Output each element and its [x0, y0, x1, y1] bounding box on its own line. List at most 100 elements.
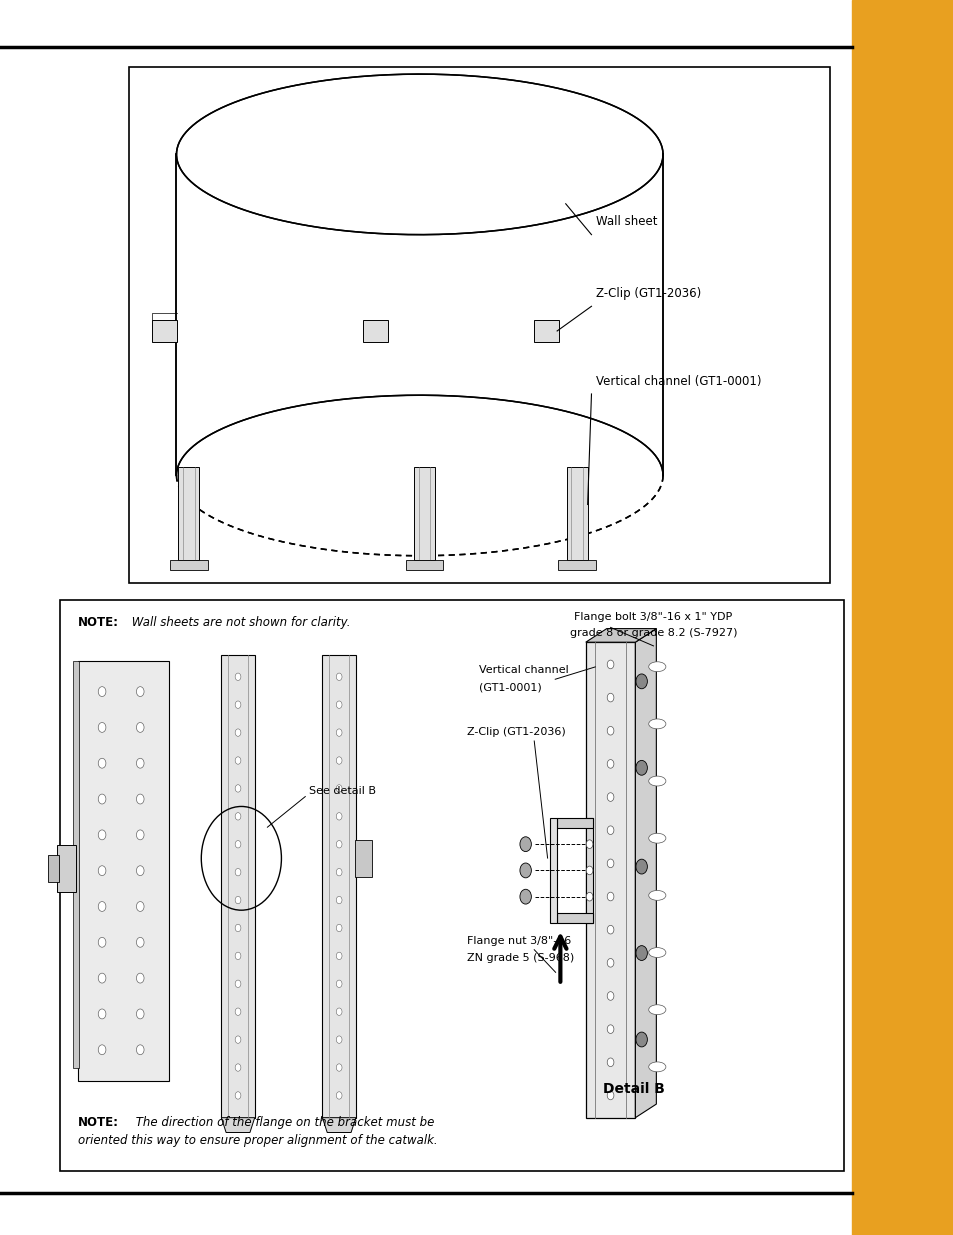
Circle shape — [136, 937, 144, 947]
Circle shape — [234, 897, 240, 904]
Circle shape — [606, 826, 614, 835]
Circle shape — [335, 1036, 342, 1044]
Circle shape — [98, 937, 106, 947]
Circle shape — [234, 981, 240, 988]
Bar — [48, 855, 59, 882]
Circle shape — [136, 830, 144, 840]
Circle shape — [234, 673, 240, 680]
Circle shape — [335, 784, 342, 792]
Circle shape — [585, 840, 593, 848]
Circle shape — [519, 837, 531, 852]
Circle shape — [606, 726, 614, 735]
Bar — [585, 642, 635, 1118]
Circle shape — [606, 693, 614, 701]
Circle shape — [606, 1058, 614, 1067]
Bar — [78, 661, 169, 1081]
Circle shape — [234, 841, 240, 848]
Text: NOTE:: NOTE: — [78, 1116, 119, 1129]
Ellipse shape — [648, 1062, 665, 1072]
Circle shape — [636, 674, 647, 689]
Text: Flange bolt 3/8"-16 x 1" YDP: Flange bolt 3/8"-16 x 1" YDP — [574, 613, 732, 622]
Circle shape — [98, 794, 106, 804]
Circle shape — [98, 902, 106, 911]
Bar — [57, 845, 76, 892]
Ellipse shape — [648, 947, 665, 957]
Bar — [851, 0, 953, 1235]
Ellipse shape — [648, 776, 665, 785]
Circle shape — [606, 1025, 614, 1034]
Polygon shape — [557, 913, 593, 923]
Text: Vertical channel (GT1-0001): Vertical channel (GT1-0001) — [596, 374, 760, 388]
Polygon shape — [585, 818, 593, 923]
Circle shape — [606, 661, 614, 669]
Bar — [414, 468, 435, 561]
Circle shape — [136, 1009, 144, 1019]
Circle shape — [98, 758, 106, 768]
Circle shape — [606, 860, 614, 868]
Circle shape — [606, 793, 614, 802]
Bar — [355, 840, 372, 877]
Circle shape — [136, 758, 144, 768]
Circle shape — [98, 830, 106, 840]
Circle shape — [335, 924, 342, 931]
Polygon shape — [549, 818, 557, 923]
Text: Flange nut 3/8"-16: Flange nut 3/8"-16 — [467, 936, 571, 946]
Circle shape — [335, 673, 342, 680]
Text: (GT1-0001): (GT1-0001) — [478, 683, 541, 693]
Polygon shape — [585, 629, 656, 642]
Circle shape — [335, 952, 342, 960]
Text: grade 8 or grade 8.2 (S-7927): grade 8 or grade 8.2 (S-7927) — [569, 629, 737, 638]
Circle shape — [636, 946, 647, 961]
Polygon shape — [557, 818, 593, 827]
Circle shape — [519, 889, 531, 904]
Bar — [129, 67, 829, 583]
Bar — [566, 468, 587, 561]
Circle shape — [335, 897, 342, 904]
Circle shape — [136, 902, 144, 911]
Circle shape — [98, 1045, 106, 1055]
Polygon shape — [176, 154, 662, 475]
Circle shape — [606, 760, 614, 768]
Circle shape — [606, 925, 614, 934]
Bar — [221, 655, 254, 1118]
Circle shape — [98, 1009, 106, 1019]
Text: Detail B: Detail B — [603, 1082, 664, 1095]
Circle shape — [98, 973, 106, 983]
Circle shape — [136, 866, 144, 876]
Circle shape — [98, 687, 106, 697]
Circle shape — [335, 1008, 342, 1015]
Bar — [170, 561, 208, 571]
Circle shape — [636, 860, 647, 874]
Bar — [178, 468, 199, 561]
Circle shape — [234, 1063, 240, 1071]
Circle shape — [335, 729, 342, 736]
Circle shape — [234, 1036, 240, 1044]
Circle shape — [234, 868, 240, 876]
Text: Wall sheet: Wall sheet — [596, 215, 657, 228]
Ellipse shape — [648, 719, 665, 729]
Circle shape — [136, 1045, 144, 1055]
Circle shape — [335, 868, 342, 876]
Ellipse shape — [648, 662, 665, 672]
Circle shape — [606, 958, 614, 967]
Text: Vertical channel: Vertical channel — [478, 666, 568, 676]
Circle shape — [335, 701, 342, 709]
Polygon shape — [322, 1118, 355, 1132]
Circle shape — [136, 794, 144, 804]
Text: Z-Clip (GT1-2036): Z-Clip (GT1-2036) — [596, 287, 700, 300]
Ellipse shape — [648, 834, 665, 844]
Circle shape — [234, 813, 240, 820]
Circle shape — [335, 1063, 342, 1071]
Ellipse shape — [648, 890, 665, 900]
Text: The direction of the flange on the bracket must be: The direction of the flange on the brack… — [132, 1116, 434, 1129]
Bar — [405, 561, 443, 571]
Bar — [362, 320, 387, 342]
Bar — [152, 320, 177, 342]
Circle shape — [335, 757, 342, 764]
Circle shape — [585, 893, 593, 902]
Circle shape — [234, 924, 240, 931]
Bar — [72, 661, 79, 1068]
Circle shape — [606, 1092, 614, 1099]
Bar — [558, 561, 596, 571]
Bar — [534, 320, 558, 342]
